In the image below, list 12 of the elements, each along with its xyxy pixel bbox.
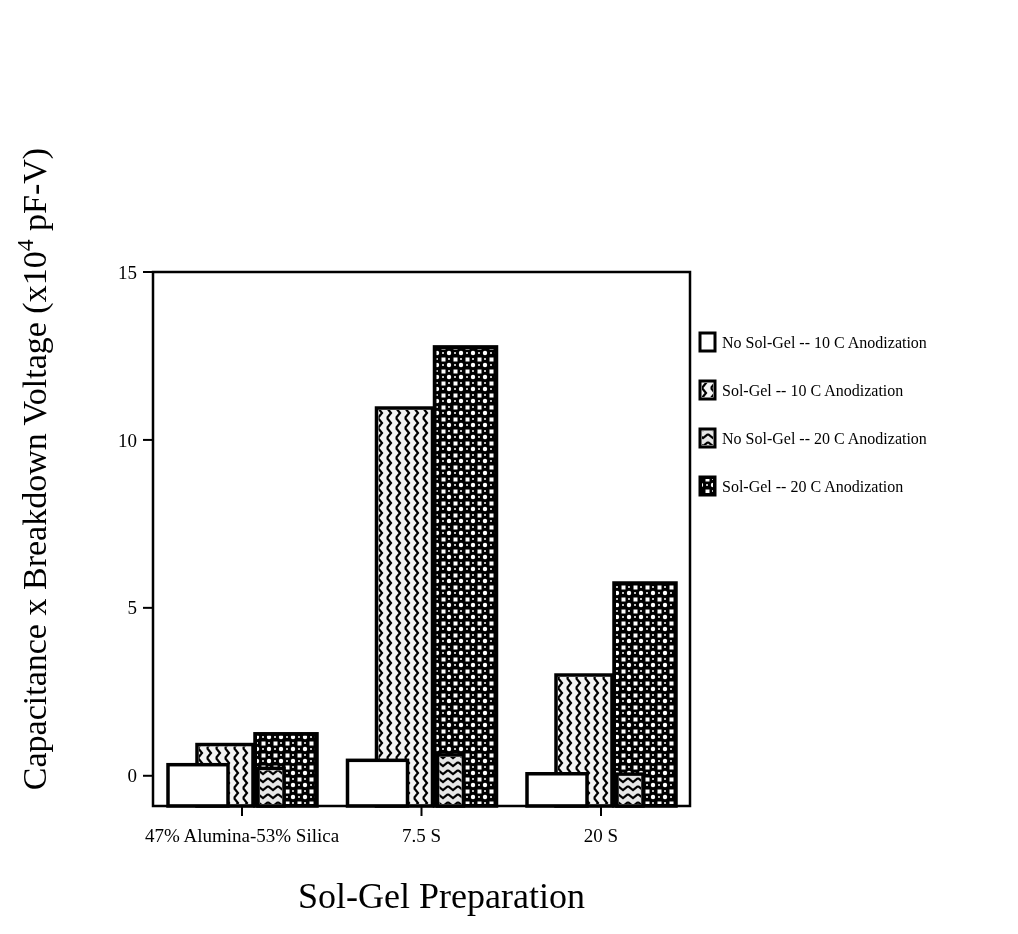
x-axis-title: Sol-Gel Preparation [298,876,585,916]
y-tick-label: 0 [127,765,137,787]
legend-label: Sol-Gel -- 20 C Anodization [722,477,904,495]
legend-label: No Sol-Gel -- 20 C Anodization [722,429,927,447]
y-tick-label: 10 [118,429,137,451]
legend-label: No Sol-Gel -- 10 C Anodization [722,333,927,351]
x-tick-label: 7.5 S [401,825,442,846]
y-tick-label: 15 [118,261,137,283]
x-tick-label: 20 S [583,825,619,846]
legend-label: Sol-Gel -- 10 C Anodization [722,381,904,399]
y-tick-label: 5 [127,597,137,619]
x-tick-label: 47% Alumina-53% Silica [144,825,340,846]
